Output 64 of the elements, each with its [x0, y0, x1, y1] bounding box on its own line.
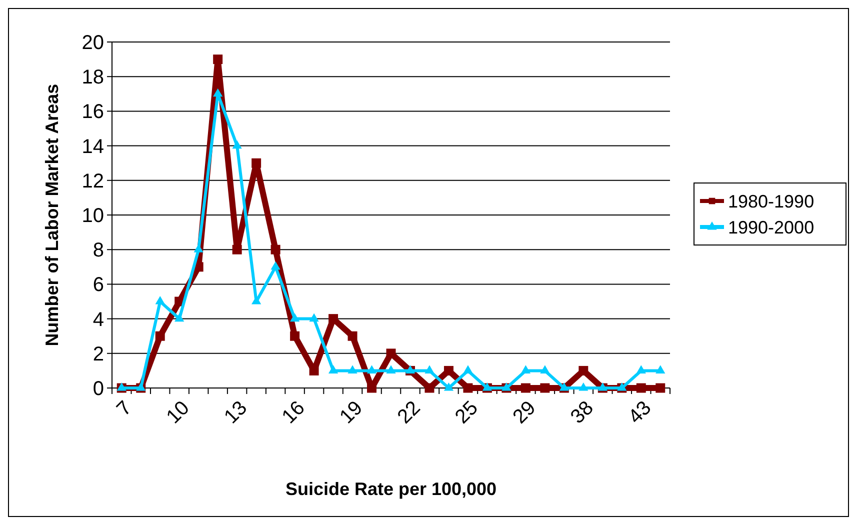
- point: [270, 244, 280, 254]
- y-tick-label: 16: [82, 101, 104, 124]
- x-tick-label: 10: [162, 396, 194, 428]
- point: [366, 365, 377, 374]
- x-tick-label: 19: [336, 396, 368, 428]
- point: [578, 366, 588, 376]
- x-tick-label: 16: [278, 396, 310, 428]
- y-axis-title: Number of Labor Market Areas: [42, 84, 62, 346]
- legend-label: 1980-1990: [728, 191, 814, 212]
- point: [155, 296, 165, 304]
- y-tick-label: 0: [92, 378, 104, 400]
- point: [444, 382, 454, 391]
- point: [520, 383, 530, 393]
- point: [424, 365, 434, 374]
- y-tick-label: 6: [92, 274, 104, 296]
- point: [328, 314, 338, 324]
- point: [636, 383, 646, 393]
- point: [578, 382, 588, 391]
- point: [252, 158, 262, 168]
- point: [386, 348, 396, 358]
- point: [463, 383, 473, 393]
- x-tick-label: 25: [451, 396, 482, 428]
- y-tick-label: 12: [82, 170, 104, 192]
- y-tick-label: 14: [82, 136, 104, 158]
- point: [194, 244, 204, 252]
- x-tick-label: 7: [112, 396, 136, 420]
- point: [636, 365, 646, 374]
- x-tick-label: 29: [508, 396, 540, 428]
- x-tick-label: 22: [393, 396, 425, 428]
- point: [444, 366, 454, 376]
- point: [270, 261, 280, 270]
- point: [290, 331, 300, 341]
- point: [463, 365, 473, 374]
- y-tick-label: 20: [82, 32, 104, 54]
- x-axis-title: Suicide Rate per 100,000: [285, 479, 497, 499]
- point: [309, 313, 319, 322]
- x-tick-label: 13: [220, 396, 252, 428]
- y-tick-label: 4: [92, 308, 104, 331]
- y-tick-label: 8: [92, 240, 104, 262]
- point: [232, 244, 242, 254]
- point: [213, 54, 223, 64]
- point: [232, 140, 242, 149]
- point: [656, 365, 666, 374]
- x-tick-label: 43: [624, 396, 656, 428]
- point: [367, 383, 377, 393]
- point: [348, 331, 358, 341]
- y-tick-label: 10: [82, 205, 104, 227]
- legend-label: 1990-2000: [728, 217, 814, 238]
- point: [213, 88, 223, 97]
- y-tick-label: 18: [82, 66, 104, 89]
- point: [290, 313, 300, 322]
- point: [656, 383, 666, 393]
- point: [174, 313, 184, 322]
- point: [424, 383, 434, 393]
- point: [328, 365, 338, 374]
- point: [540, 365, 550, 374]
- point: [348, 365, 358, 374]
- y-tick-label: 2: [92, 343, 104, 366]
- point: [155, 331, 165, 341]
- point: [540, 383, 550, 393]
- point: [386, 365, 396, 374]
- point: [309, 366, 319, 376]
- point: [520, 365, 530, 374]
- x-tick-label: 38: [566, 396, 598, 428]
